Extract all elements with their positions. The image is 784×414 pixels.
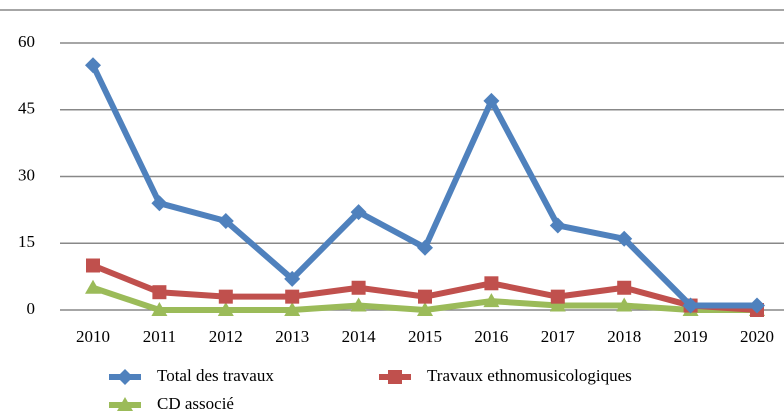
data-point — [284, 270, 301, 287]
x-tick-label: 2019 — [674, 327, 708, 346]
x-tick-label: 2011 — [143, 327, 176, 346]
x-tick-label: 2012 — [209, 327, 243, 346]
data-point — [682, 297, 699, 314]
legend-label: Total des travaux — [157, 366, 274, 385]
data-point — [617, 280, 632, 295]
legend-marker — [388, 370, 402, 384]
data-point — [550, 289, 565, 304]
series-line — [90, 63, 757, 309]
x-tick-label: 2014 — [342, 327, 377, 346]
data-point — [483, 293, 500, 308]
data-point — [285, 289, 300, 304]
x-tick-label: 2015 — [408, 327, 442, 346]
data-point — [483, 92, 500, 109]
data-point — [616, 230, 633, 247]
data-point — [217, 213, 234, 229]
legend-label: CD associé — [157, 394, 234, 413]
legend-marker — [117, 397, 133, 411]
data-point — [549, 297, 566, 312]
data-point — [417, 302, 433, 316]
data-point — [151, 302, 168, 316]
legend-label: Travaux ethnomusicologiques — [427, 366, 632, 385]
data-point — [218, 289, 233, 304]
data-point — [484, 276, 499, 291]
data-point — [549, 217, 566, 234]
y-tick-label: 30 — [18, 165, 35, 184]
data-point — [616, 297, 633, 312]
y-tick-label: 60 — [18, 32, 35, 51]
x-tick-label: 2020 — [740, 327, 774, 346]
y-tick-label: 15 — [18, 232, 35, 251]
x-tick-label: 2013 — [275, 327, 309, 346]
data-point — [85, 279, 101, 294]
data-point — [351, 280, 366, 295]
x-tick-label: 2017 — [541, 327, 576, 346]
data-point — [418, 289, 432, 304]
y-tick-label: 45 — [18, 99, 35, 118]
data-point — [417, 239, 433, 256]
data-point — [86, 258, 100, 273]
data-point — [350, 297, 367, 312]
legend-marker — [117, 369, 133, 385]
x-tick-label: 2010 — [76, 327, 110, 346]
x-tick-label: 2016 — [474, 327, 508, 346]
x-tick-label: 2018 — [607, 327, 641, 346]
data-point — [152, 285, 167, 300]
data-point — [85, 57, 101, 74]
data-point — [217, 302, 234, 316]
data-point — [151, 195, 168, 212]
data-point — [350, 204, 367, 221]
y-tick-label: 0 — [27, 299, 36, 318]
data-point — [284, 302, 301, 316]
data-point — [749, 297, 765, 314]
